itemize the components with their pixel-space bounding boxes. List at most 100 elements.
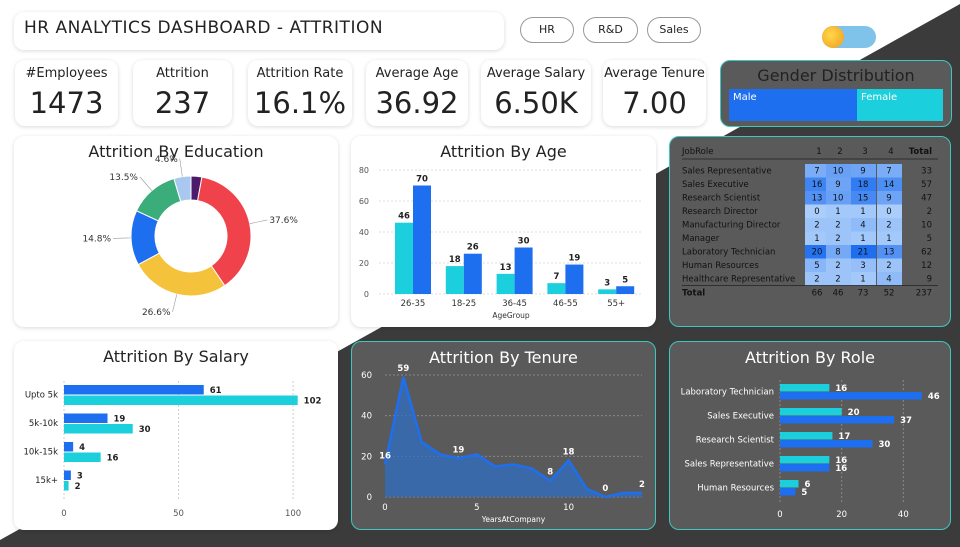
point-value-label: 19 <box>453 445 465 455</box>
y-tick-label: 40 <box>359 228 369 237</box>
bar-value-label: 61 <box>210 386 222 396</box>
bar-value-label: 4 <box>79 443 85 453</box>
salary-bar <box>64 470 71 480</box>
sun-icon <box>822 26 844 48</box>
matrix-header: 1 <box>816 147 821 157</box>
age-bar <box>496 273 515 294</box>
bar-value-label: 20 <box>848 408 860 418</box>
matrix-row-total: 2 <box>927 207 932 217</box>
tenure-title: Attrition By Tenure <box>429 348 578 367</box>
kpi-attrition-rate: Attrition Rate 16.1% <box>248 60 352 126</box>
bar-value-label: 102 <box>304 397 322 407</box>
bar-value-label: 6 <box>805 480 811 490</box>
matrix-row-label: Manager <box>682 234 720 244</box>
matrix-cell <box>805 231 830 245</box>
point-value-label: 8 <box>547 468 553 478</box>
age-bar <box>547 283 566 294</box>
kpi-label: Average Tenure <box>604 66 705 81</box>
gender-female-bar[interactable]: Female <box>857 89 943 121</box>
matrix-cell-value: 1 <box>835 207 840 217</box>
matrix-cell-value: 2 <box>835 234 840 244</box>
matrix-cell <box>851 218 876 232</box>
matrix-cell-value: 9 <box>886 194 891 204</box>
age-bar <box>463 253 482 294</box>
x-tick-label: 0 <box>382 503 387 513</box>
theme-toggle[interactable] <box>822 26 876 48</box>
matrix-cell <box>826 272 851 286</box>
matrix-row-label: Human Resources <box>682 261 759 271</box>
matrix-cell-value: 7 <box>886 167 891 177</box>
gender-male-label: Male <box>733 92 757 103</box>
matrix-cell <box>805 204 830 218</box>
matrix-row-label: Research Scientist <box>682 194 761 204</box>
matrix-cell <box>805 258 830 272</box>
bar-value-label: 30 <box>879 440 891 450</box>
x-tick-label: 10 <box>563 503 574 513</box>
matrix-cell-value: 2 <box>814 221 819 231</box>
bar-value-label: 16 <box>835 456 847 466</box>
matrix-cell <box>851 245 876 259</box>
y-tick-label: 10k-15k <box>23 448 58 458</box>
donut-label: 13.5% <box>109 173 138 183</box>
point-value-label: 0 <box>602 484 608 494</box>
matrix-cell-value: 7 <box>814 167 819 177</box>
filter-rd-button[interactable]: R&D <box>583 17 638 43</box>
matrix-cell <box>826 218 851 232</box>
matrix-cell-value: 15 <box>858 194 869 204</box>
matrix-cell <box>826 164 851 178</box>
donut-leader <box>249 219 268 224</box>
title-box: HR ANALYTICS DASHBOARD - ATTRITION <box>14 12 504 50</box>
y-tick-label: Sales Executive <box>707 412 774 422</box>
filter-sales-button[interactable]: Sales <box>647 17 701 43</box>
bar-value-label: 26 <box>467 243 479 253</box>
matrix-row-label: Sales Executive <box>682 180 749 190</box>
kpi-value: 6.50K <box>494 86 578 120</box>
bar-value-label: 37 <box>900 416 912 426</box>
matrix-row-total: 9 <box>927 275 932 285</box>
bar-value-label: 46 <box>928 392 940 402</box>
bar-value-label: 30 <box>139 425 151 435</box>
gender-male-bar[interactable]: Male <box>729 89 857 121</box>
y-tick-label: 20 <box>361 452 372 462</box>
x-axis-label: AgeGroup <box>492 311 530 320</box>
matrix-cell-value: 1 <box>860 207 865 217</box>
y-tick-label: Upto 5k <box>25 391 58 401</box>
donut-leader <box>139 176 152 191</box>
matrix-cell <box>826 258 851 272</box>
role-bar-chart: 0 20 40 Laboratory Technician 16 46 Sales Exec… <box>681 380 940 520</box>
bar-value-label: 16 <box>107 454 119 464</box>
matrix-cell <box>877 218 902 232</box>
matrix-cell-value: 1 <box>860 275 865 285</box>
bar-value-label: 19 <box>568 254 580 264</box>
y-tick-label: 80 <box>359 166 369 175</box>
jobrole-matrix-card: JobRole 1 2 3 4 Total Sales Representative 7 10 9… <box>669 136 951 327</box>
matrix-cell-value: 13 <box>884 248 895 258</box>
point-value-label: 16 <box>379 451 391 461</box>
matrix-cell-value: 1 <box>886 234 891 244</box>
matrix-cell <box>826 204 851 218</box>
matrix-row-total: 57 <box>921 180 932 190</box>
matrix-total-cell: Total <box>682 289 705 299</box>
bar-value-label: 18 <box>449 255 461 265</box>
kpi-value: 16.1% <box>253 86 347 120</box>
bar-value-label: 30 <box>518 237 530 247</box>
kpi-employees: #Employees 1473 <box>15 60 118 126</box>
matrix-row-label: Sales Representative <box>682 167 772 177</box>
point-value-label: 2 <box>639 480 645 490</box>
age-title: Attrition By Age <box>440 142 567 161</box>
matrix-header: 3 <box>862 147 867 157</box>
role-title: Attrition By Role <box>745 348 875 367</box>
role-bar <box>780 440 873 448</box>
matrix-cell <box>805 164 830 178</box>
matrix-cell-value: 5 <box>814 261 819 271</box>
matrix-cell <box>851 204 876 218</box>
x-tick-label: 20 <box>836 510 847 520</box>
matrix-row-total: 33 <box>921 167 932 177</box>
matrix-cell <box>805 272 830 286</box>
kpi-label: Average Age <box>375 66 459 81</box>
matrix-total-cell: 66 <box>812 289 823 299</box>
filter-hr-button[interactable]: HR <box>520 17 574 43</box>
matrix-cell <box>851 258 876 272</box>
matrix-cell-value: 3 <box>860 261 865 271</box>
matrix-cell <box>826 245 851 259</box>
